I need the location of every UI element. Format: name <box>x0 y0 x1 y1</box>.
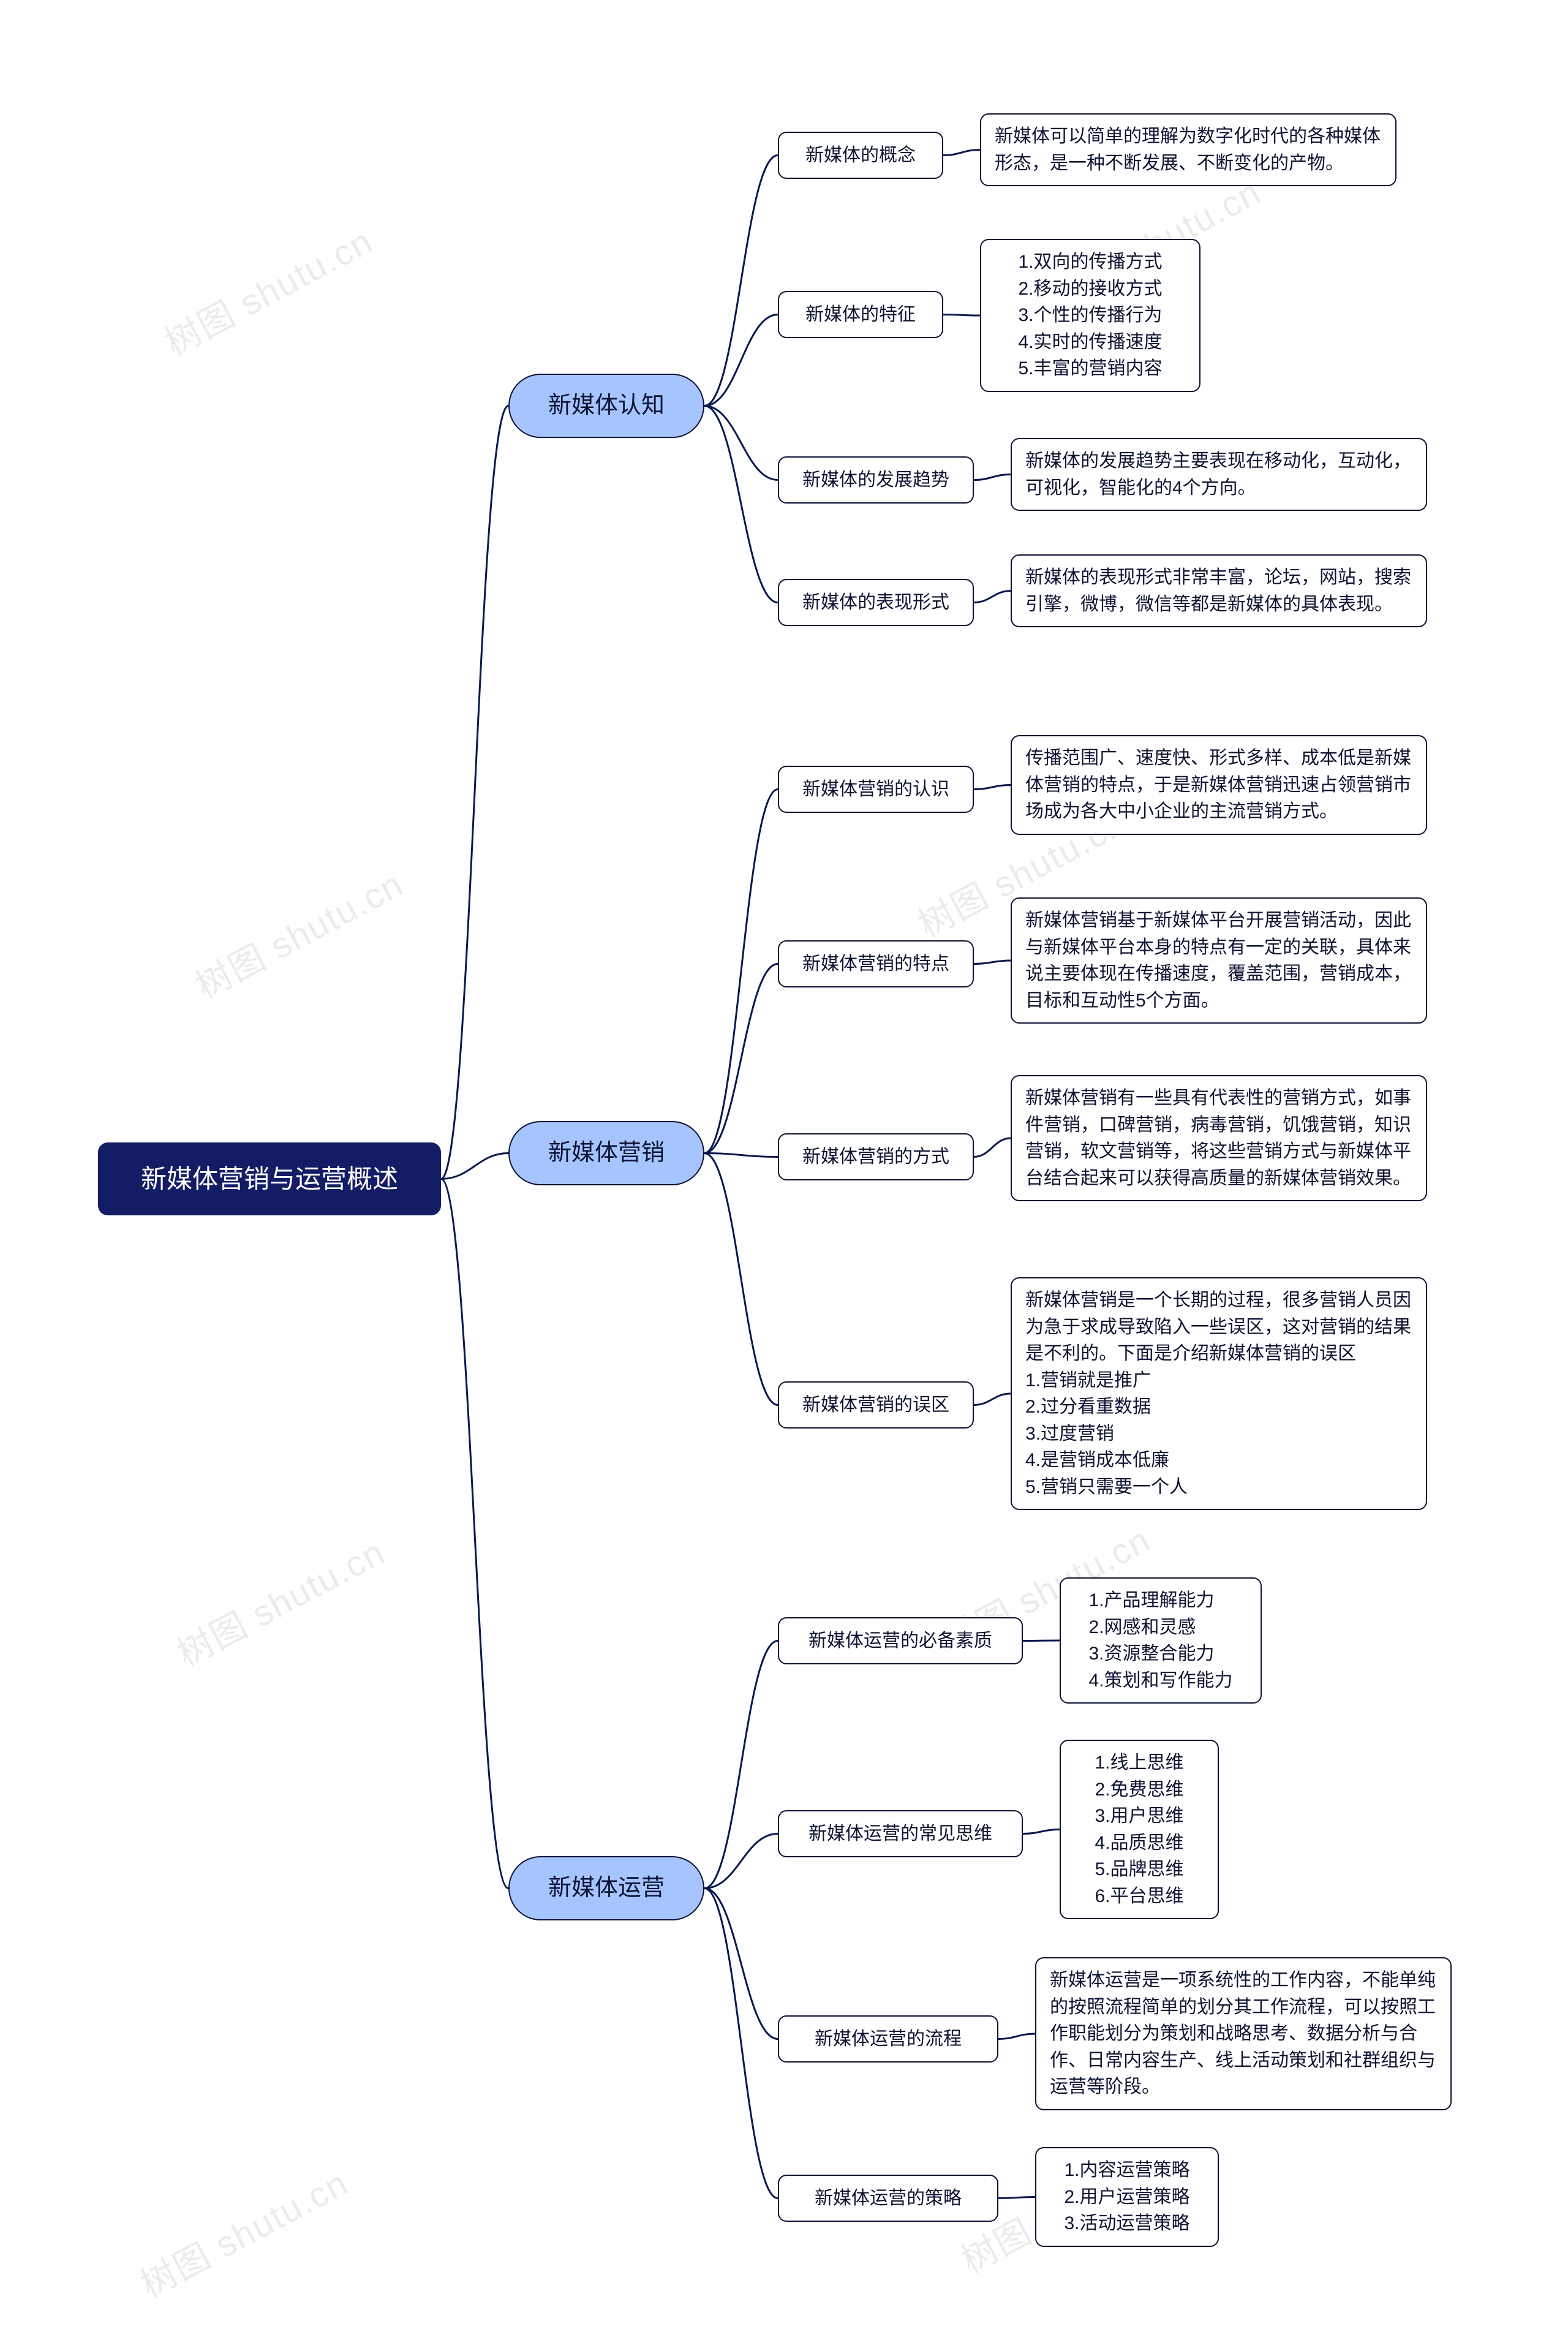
topic-node[interactable]: 新媒体营销的方式 <box>778 1133 974 1180</box>
topic-node[interactable]: 新媒体运营的必备素质 <box>778 1617 1023 1664</box>
leaf-node[interactable]: 新媒体的发展趋势主要表现在移动化，互动化，可视化，智能化的4个方向。 <box>1011 438 1427 511</box>
leaf-node[interactable]: 新媒体的表现形式非常丰富，论坛，网站，搜索引擎，微博，微信等都是新媒体的具体表现… <box>1011 554 1427 627</box>
leaf-node[interactable]: 1.内容运营策略 2.用户运营策略 3.活动运营策略 <box>1035 2147 1219 2247</box>
leaf-node[interactable]: 1.双向的传播方式 2.移动的接收方式 3.个性的传播行为 4.实时的传播速度 … <box>980 239 1200 392</box>
watermark: 树图 shutu.cn <box>185 856 411 1008</box>
topic-node[interactable]: 新媒体的概念 <box>778 132 943 179</box>
watermark: 树图 shutu.cn <box>130 2154 356 2307</box>
watermark: 树图 shutu.cn <box>154 213 380 365</box>
leaf-node[interactable]: 传播范围广、速度快、形式多样、成本低是新媒体营销的特点，于是新媒体营销迅速占领营… <box>1011 735 1427 835</box>
topic-node[interactable]: 新媒体营销的认识 <box>778 766 974 813</box>
topic-node[interactable]: 新媒体的发展趋势 <box>778 456 974 504</box>
mindmap-canvas: 树图 shutu.cn 树图 shutu.cn 树图 shutu.cn 树图 s… <box>0 0 1568 2348</box>
topic-node[interactable]: 新媒体营销的误区 <box>778 1381 974 1429</box>
topic-node[interactable]: 新媒体运营的策略 <box>778 2175 998 2222</box>
leaf-node[interactable]: 新媒体可以简单的理解为数字化时代的各种媒体形态，是一种不断发展、不断变化的产物。 <box>980 113 1396 186</box>
branch-node[interactable]: 新媒体运营 <box>508 1856 704 1920</box>
topic-node[interactable]: 新媒体营销的特点 <box>778 940 974 987</box>
topic-node[interactable]: 新媒体的表现形式 <box>778 579 974 626</box>
branch-node[interactable]: 新媒体营销 <box>508 1121 704 1185</box>
leaf-node[interactable]: 新媒体营销是一个长期的过程，很多营销人员因为急于求成导致陷入一些误区，这对营销的… <box>1011 1277 1427 1510</box>
leaf-node[interactable]: 1.产品理解能力 2.网感和灵感 3.资源整合能力 4.策划和写作能力 <box>1060 1577 1262 1704</box>
leaf-node[interactable]: 1.线上思维 2.免费思维 3.用户思维 4.品质思维 5.品牌思维 6.平台思… <box>1060 1740 1219 1919</box>
leaf-node[interactable]: 新媒体运营是一项系统性的工作内容，不能单纯的按照流程简单的划分其工作流程，可以按… <box>1035 1957 1452 2110</box>
leaf-node[interactable]: 新媒体营销有一些具有代表性的营销方式，如事件营销，口碑营销，病毒营销，饥饿营销，… <box>1011 1075 1427 1201</box>
leaf-node[interactable]: 新媒体营销基于新媒体平台开展营销活动，因此与新媒体平台本身的特点有一定的关联，具… <box>1011 897 1427 1024</box>
branch-node[interactable]: 新媒体认知 <box>508 374 704 438</box>
watermark: 树图 shutu.cn <box>167 1523 393 1676</box>
topic-node[interactable]: 新媒体运营的流程 <box>778 2015 998 2063</box>
topic-node[interactable]: 新媒体运营的常见思维 <box>778 1810 1023 1857</box>
root-node[interactable]: 新媒体营销与运营概述 <box>98 1142 441 1215</box>
topic-node[interactable]: 新媒体的特征 <box>778 291 943 338</box>
